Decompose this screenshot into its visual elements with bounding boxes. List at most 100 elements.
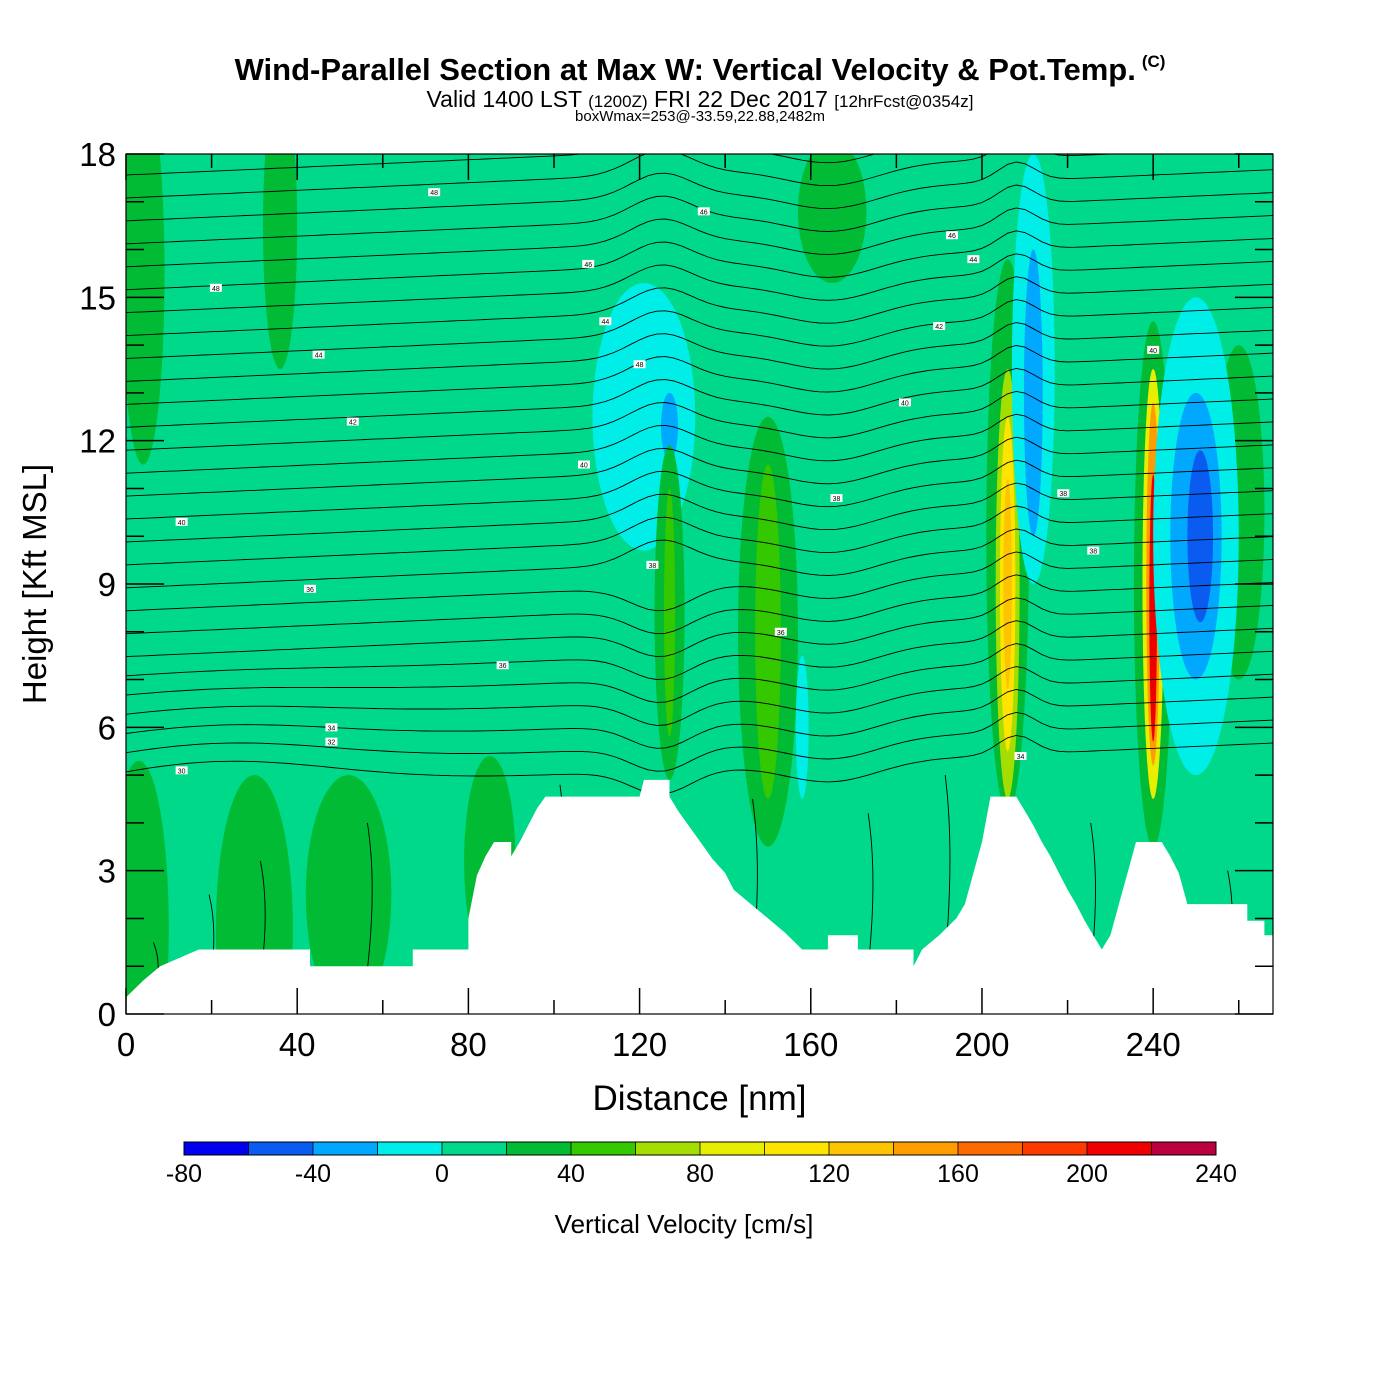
contour-label-text-4: 30 <box>178 768 186 775</box>
contour-label-bg-10 <box>646 560 659 569</box>
colorbar-tick-label-3: 40 <box>557 1160 585 1188</box>
colorbar-swatch-3 <box>377 1142 443 1155</box>
contour-label-23: 44 <box>312 350 325 360</box>
velocity-cell-5 <box>262 154 298 369</box>
theta-contour-17 <box>126 345 1273 405</box>
contour-label-22: 48 <box>209 283 222 293</box>
contour-label-8: 44 <box>599 317 612 326</box>
colorbar-tick-label-5: 120 <box>808 1160 850 1188</box>
contour-label-bg-13 <box>830 494 843 502</box>
contour-label-bg-21 <box>1147 345 1160 354</box>
colorbar-tick-label-6: 160 <box>937 1160 979 1188</box>
contour-label-text-5: 36 <box>499 663 507 670</box>
contour-label-text-17: 44 <box>970 257 978 264</box>
contour-label-text-23: 44 <box>315 353 323 360</box>
contour-label-text-20: 38 <box>1089 549 1097 556</box>
velocity-cell-4 <box>126 154 165 465</box>
contour-label-9: 48 <box>633 360 646 369</box>
colorbar-swatch-1 <box>248 1142 314 1155</box>
theta-contour-12 <box>126 459 1273 520</box>
theta-contour-8 <box>126 551 1273 612</box>
contour-label-21: 40 <box>1147 345 1160 355</box>
theta-contour-1 <box>126 711 1273 772</box>
theta-contour-18 <box>126 322 1273 382</box>
theta-contour-19 <box>126 299 1273 359</box>
y-axis-label: Height [Kft MSL] <box>16 464 53 704</box>
theta-contours <box>126 70 1273 1014</box>
box-wmax-note: boxWmax=253@-33.59,22.88,2482m <box>575 108 825 125</box>
colorbar-tick-label-4: 80 <box>686 1160 714 1188</box>
theta-contour-9 <box>126 528 1273 589</box>
contour-label-2: 34 <box>325 723 338 732</box>
chart-title: Wind-Parallel Section at Max W: Vertical… <box>0 52 1400 88</box>
contour-label-16: 46 <box>946 231 959 240</box>
theta-contour-7 <box>126 574 1273 635</box>
contour-label-5: 36 <box>496 661 509 670</box>
contour-label-12: 36 <box>774 627 787 637</box>
velocity-cell-2 <box>305 775 392 1014</box>
theta-contour-23 <box>126 207 1273 268</box>
theta-contour-22 <box>126 230 1273 291</box>
contour-label-text-21: 40 <box>1149 348 1157 355</box>
velocity-cell-0 <box>126 760 169 1014</box>
colorbar-swatch-2 <box>313 1142 378 1155</box>
contour-label-bg-8 <box>599 317 612 326</box>
chart-title-text: Wind-Parallel Section at Max W: Vertical… <box>234 52 1136 87</box>
contour-label-text-0: 40 <box>178 520 186 527</box>
contour-label-bg-24 <box>346 417 359 426</box>
y-tick-label-9: 9 <box>98 566 116 603</box>
contour-label-17: 44 <box>967 255 980 264</box>
contour-label-bg-19 <box>1057 489 1070 498</box>
velocity-cell-6 <box>797 154 867 283</box>
colorbar-swatch-7 <box>635 1142 701 1155</box>
colorbar-swatch-11 <box>893 1142 959 1155</box>
x-axis-label: Distance [nm] <box>593 1079 807 1118</box>
x-tick-label-160: 160 <box>783 1026 838 1063</box>
colorbar-label: Vertical Velocity [cm/s] <box>555 1209 814 1239</box>
contour-label-19: 38 <box>1057 489 1070 498</box>
contour-label-bg-1 <box>304 584 317 593</box>
valid-time: Valid 1400 LST <box>426 86 582 112</box>
contour-label-text-16: 46 <box>948 233 956 240</box>
colorbar: -80 -40 0 40 80 120 160 200 240 Vertical Velocity… <box>166 1141 1237 1239</box>
axis-ticks <box>125 153 1273 1015</box>
contour-label-text-15: 42 <box>935 324 943 331</box>
theta-contour-13 <box>126 436 1273 497</box>
valid-utc: (1200Z) <box>588 92 648 111</box>
contour-label-bg-20 <box>1087 546 1100 555</box>
x-tick-label-0: 0 <box>117 1026 135 1063</box>
theta-contour-10 <box>126 505 1273 566</box>
contour-label-text-18: 34 <box>1017 754 1025 761</box>
chart-subtitle: Valid 1400 LST (1200Z) FRI 22 Dec 2017 [… <box>0 86 1400 113</box>
theta-contour-0 <box>126 734 1273 795</box>
contour-label-18: 34 <box>1014 752 1027 761</box>
contour-labels: 40 36 34 32 30 36 40 46 44 48 38 46 36 38 40 42 46 44 34 38… <box>175 188 1160 775</box>
colorbar-swatch-8 <box>700 1142 765 1155</box>
colorbar-tick-label-8: 240 <box>1195 1160 1237 1188</box>
colorbar-tick-label-2: 0 <box>435 1160 449 1188</box>
contour-label-bg-9 <box>633 360 646 369</box>
theta-contour-26 <box>126 154 1120 199</box>
contour-label-text-6: 40 <box>580 463 588 470</box>
contour-label-bg-18 <box>1014 752 1027 760</box>
x-tick-label-40: 40 <box>279 1026 316 1063</box>
colorbar-swatch-0 <box>184 1142 249 1155</box>
contour-label-bg-7 <box>582 259 595 268</box>
contour-label-bg-15 <box>933 322 946 330</box>
contour-label-text-24: 42 <box>349 420 357 427</box>
y-tick-label-0: 0 <box>98 996 116 1033</box>
theta-contour-27 <box>126 154 876 176</box>
colorbar-swatch-12 <box>958 1142 1023 1155</box>
contour-label-text-9: 48 <box>636 362 644 369</box>
contour-label-0: 40 <box>175 517 188 527</box>
x-tick-label-200: 200 <box>954 1026 1009 1063</box>
contour-label-11: 46 <box>697 207 710 216</box>
colorbar-swatch-6 <box>571 1142 636 1155</box>
contour-label-15: 42 <box>933 322 946 331</box>
contour-label-6: 40 <box>577 460 590 470</box>
theta-contour-29 <box>126 70 1273 129</box>
x-tick-label-120: 120 <box>612 1026 667 1063</box>
velocity-cell-20 <box>1023 249 1043 537</box>
